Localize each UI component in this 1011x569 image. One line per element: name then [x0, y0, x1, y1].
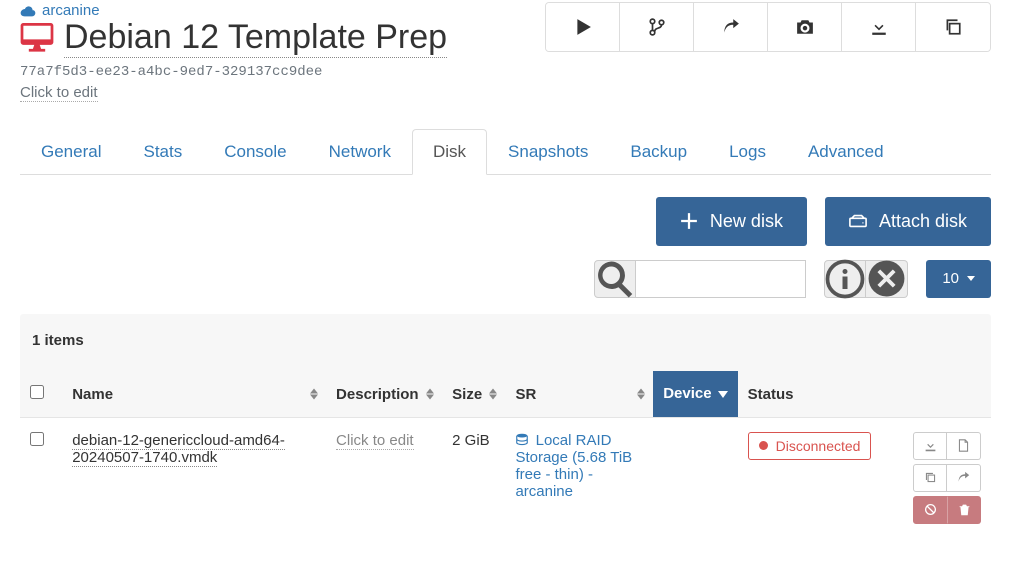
clear-button[interactable] [866, 260, 908, 298]
cloud-icon [20, 5, 36, 17]
migrate-button[interactable] [694, 3, 768, 51]
tab-console[interactable]: Console [203, 129, 307, 175]
hdd-icon [849, 212, 867, 230]
col-description[interactable]: Description [326, 371, 442, 418]
row-checkbox[interactable] [30, 432, 44, 446]
col-name[interactable]: Name [62, 371, 326, 418]
share-icon [957, 471, 970, 484]
host-name: arcanine [42, 2, 100, 19]
export-button[interactable] [842, 3, 916, 51]
row-forget-button[interactable] [913, 496, 947, 524]
tab-stats[interactable]: Stats [122, 129, 203, 175]
start-button[interactable] [546, 3, 620, 51]
camera-icon [796, 18, 814, 36]
download-icon [924, 439, 937, 452]
new-disk-label: New disk [710, 211, 783, 232]
search-input[interactable] [636, 260, 806, 298]
vm-uuid: 77a7f5d3-ee23-a4bc-9ed7-329137cc9dee [20, 64, 545, 80]
sort-icon [310, 388, 318, 399]
action-bar [545, 2, 991, 52]
desktop-icon [20, 23, 54, 53]
disk-device [653, 417, 737, 538]
row-delete-button[interactable] [947, 496, 981, 524]
search-button[interactable] [594, 260, 636, 298]
tabs: GeneralStatsConsoleNetworkDiskSnapshotsB… [20, 128, 991, 175]
attach-disk-button[interactable]: Attach disk [825, 197, 991, 246]
branch-button[interactable] [620, 3, 694, 51]
search-icon [595, 259, 635, 299]
vm-title: Debian 12 Template Prep [20, 18, 545, 58]
play-icon [574, 18, 592, 36]
disk-table: Name Description Size SR Device Status d… [20, 371, 991, 538]
host-link[interactable]: arcanine [20, 2, 100, 19]
status-text: Disconnected [776, 438, 861, 454]
status-badge: Disconnected [748, 432, 872, 460]
info-button[interactable] [824, 260, 866, 298]
share-icon [722, 18, 740, 36]
copy-icon [924, 471, 937, 484]
disk-size: 2 GiB [442, 417, 505, 538]
sort-icon [489, 388, 497, 399]
sr-link[interactable]: Local RAID Storage (5.68 TiB free - thin… [515, 432, 632, 500]
new-disk-button[interactable]: New disk [656, 197, 807, 246]
caret-down-icon [967, 276, 975, 281]
vm-description[interactable]: Click to edit [20, 84, 98, 102]
x-circle-icon [866, 258, 907, 299]
ban-icon [924, 503, 937, 516]
row-copy-button[interactable] [913, 464, 947, 492]
sort-desc-icon [718, 391, 728, 398]
tab-disk[interactable]: Disk [412, 129, 487, 175]
download-icon [870, 18, 888, 36]
tab-network[interactable]: Network [308, 129, 412, 175]
tab-backup[interactable]: Backup [609, 129, 708, 175]
tab-snapshots[interactable]: Snapshots [487, 129, 609, 175]
file-icon [957, 439, 970, 452]
plus-icon [680, 212, 698, 230]
disk-name-link[interactable]: debian-12-genericcloud-amd64-20240507-17… [72, 432, 285, 467]
disk-description[interactable]: Click to edit [336, 432, 414, 450]
tab-general[interactable]: General [20, 129, 122, 175]
row-download-button[interactable] [913, 432, 947, 460]
col-sr[interactable]: SR [505, 371, 653, 418]
tab-advanced[interactable]: Advanced [787, 129, 905, 175]
select-all-checkbox[interactable] [30, 385, 44, 399]
attach-disk-label: Attach disk [879, 211, 967, 232]
copy-button[interactable] [916, 3, 990, 51]
snapshot-button[interactable] [768, 3, 842, 51]
branch-icon [648, 18, 666, 36]
page-size-value: 10 [942, 270, 959, 287]
col-size[interactable]: Size [442, 371, 505, 418]
vm-title-text[interactable]: Debian 12 Template Prep [64, 18, 447, 58]
table-row: debian-12-genericcloud-amd64-20240507-17… [20, 417, 991, 538]
sort-icon [637, 388, 645, 399]
items-count: 1 items [20, 314, 991, 371]
copy-icon [944, 18, 962, 36]
row-migrate-button[interactable] [947, 464, 981, 492]
status-dot-icon [759, 441, 768, 450]
sort-icon [426, 388, 434, 399]
row-file-button[interactable] [947, 432, 981, 460]
database-icon [515, 433, 529, 447]
tab-logs[interactable]: Logs [708, 129, 787, 175]
trash-icon [958, 503, 971, 516]
col-status: Status [738, 371, 896, 418]
col-device[interactable]: Device [653, 371, 737, 418]
info-icon [825, 259, 865, 299]
page-size-dropdown[interactable]: 10 [926, 260, 991, 298]
